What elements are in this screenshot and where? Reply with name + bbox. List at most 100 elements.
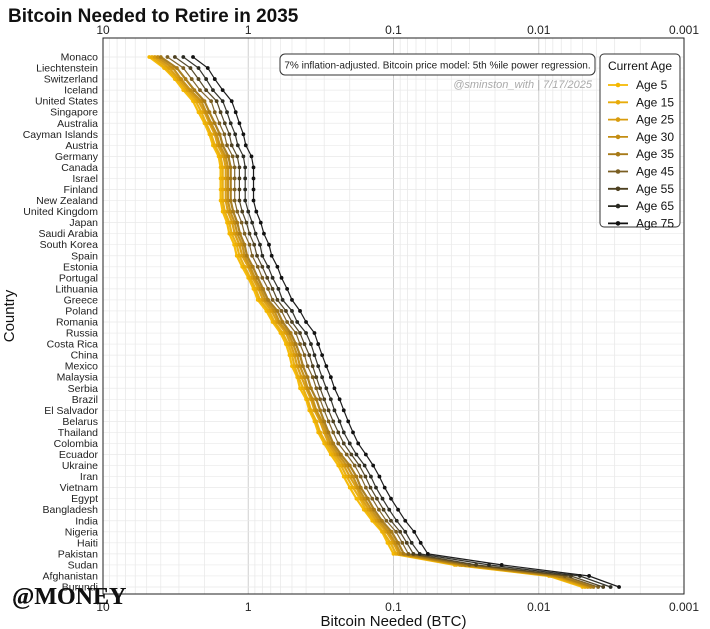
y-tick-label: Monaco	[61, 52, 99, 64]
data-point	[400, 540, 405, 545]
data-point	[320, 375, 325, 380]
data-point	[237, 165, 242, 170]
data-point	[339, 452, 343, 457]
data-point	[288, 331, 293, 335]
data-point	[232, 220, 237, 225]
data-point	[240, 209, 245, 214]
data-point	[243, 176, 248, 181]
data-point	[243, 187, 248, 192]
data-point	[299, 375, 304, 380]
y-tick-label: Canada	[61, 162, 98, 174]
y-tick-label: South Korea	[40, 239, 99, 251]
data-point	[314, 419, 319, 424]
data-point	[331, 430, 336, 435]
data-point	[212, 121, 217, 126]
x-tick-label: 10	[96, 600, 110, 614]
data-point	[411, 551, 416, 556]
y-tick-label: Russia	[66, 328, 98, 340]
data-point	[363, 485, 368, 490]
data-point	[266, 264, 271, 269]
y-tick-label: Liechtenstein	[36, 63, 98, 75]
legend-marker	[615, 186, 621, 192]
data-point	[204, 110, 209, 115]
data-point	[239, 220, 244, 225]
data-point	[298, 309, 302, 313]
data-point	[212, 110, 217, 115]
data-point	[290, 309, 294, 313]
data-point	[270, 298, 275, 302]
data-point	[217, 121, 222, 126]
data-point	[199, 110, 204, 115]
data-point	[305, 397, 310, 402]
data-point	[155, 55, 160, 59]
data-point	[347, 441, 352, 446]
data-point	[351, 485, 355, 490]
data-point	[331, 419, 336, 424]
y-tick-label: United States	[35, 96, 98, 108]
data-point	[337, 419, 342, 424]
data-point	[312, 353, 317, 358]
data-point	[394, 529, 398, 534]
y-tick-label: Finland	[64, 184, 99, 196]
data-point	[212, 77, 217, 81]
data-point	[587, 574, 592, 578]
data-point	[265, 275, 270, 280]
y-tick-label: Germany	[55, 151, 99, 163]
data-point	[217, 143, 222, 148]
data-point	[196, 66, 201, 70]
x-tick-label: 0.1	[385, 600, 402, 614]
annotation-text: 7% inflation-adjusted. Bitcoin price mod…	[284, 61, 590, 72]
data-point	[245, 253, 249, 258]
data-point	[295, 353, 300, 358]
data-point	[272, 320, 277, 324]
y-tick-label: Mexico	[65, 361, 98, 373]
data-point	[285, 286, 290, 291]
data-point	[326, 419, 331, 424]
y-tick-label: Portugal	[59, 272, 98, 284]
data-point	[241, 132, 246, 137]
data-point	[204, 88, 209, 93]
data-point	[398, 529, 403, 534]
data-point	[318, 397, 323, 402]
data-point	[211, 88, 215, 93]
data-point	[228, 121, 233, 126]
data-point	[232, 198, 237, 203]
data-point	[220, 198, 225, 203]
data-point	[336, 430, 341, 435]
data-point	[404, 540, 409, 545]
data-point	[316, 364, 321, 369]
data-point	[253, 286, 258, 291]
data-point	[228, 165, 233, 170]
data-point	[204, 77, 209, 81]
data-point	[349, 452, 354, 457]
y-tick-label: Nigeria	[65, 526, 98, 538]
data-point	[198, 88, 202, 93]
y-tick-label: Poland	[65, 305, 98, 317]
y-tick-label: Austria	[65, 140, 98, 152]
data-point	[225, 143, 229, 148]
data-point	[346, 419, 351, 424]
data-point	[237, 176, 242, 181]
data-point	[229, 143, 234, 148]
data-point	[172, 55, 177, 59]
data-point	[301, 364, 305, 369]
data-point	[314, 386, 319, 391]
y-tick-label: Colombia	[54, 438, 99, 450]
data-point	[375, 496, 379, 501]
data-point	[234, 253, 239, 258]
data-point	[243, 198, 248, 203]
data-point	[293, 342, 298, 346]
data-point	[280, 298, 285, 302]
legend-label: Age 65	[636, 199, 674, 213]
data-point	[396, 540, 400, 545]
data-point	[347, 474, 352, 479]
y-tick-label: Bangladesh	[43, 504, 99, 516]
data-point	[284, 309, 288, 313]
data-point	[279, 275, 284, 280]
data-point	[248, 275, 253, 280]
y-tick-label: Ecuador	[59, 449, 99, 461]
data-point	[382, 485, 387, 490]
data-point	[608, 585, 613, 589]
y-tick-label: Vietnam	[60, 482, 99, 494]
